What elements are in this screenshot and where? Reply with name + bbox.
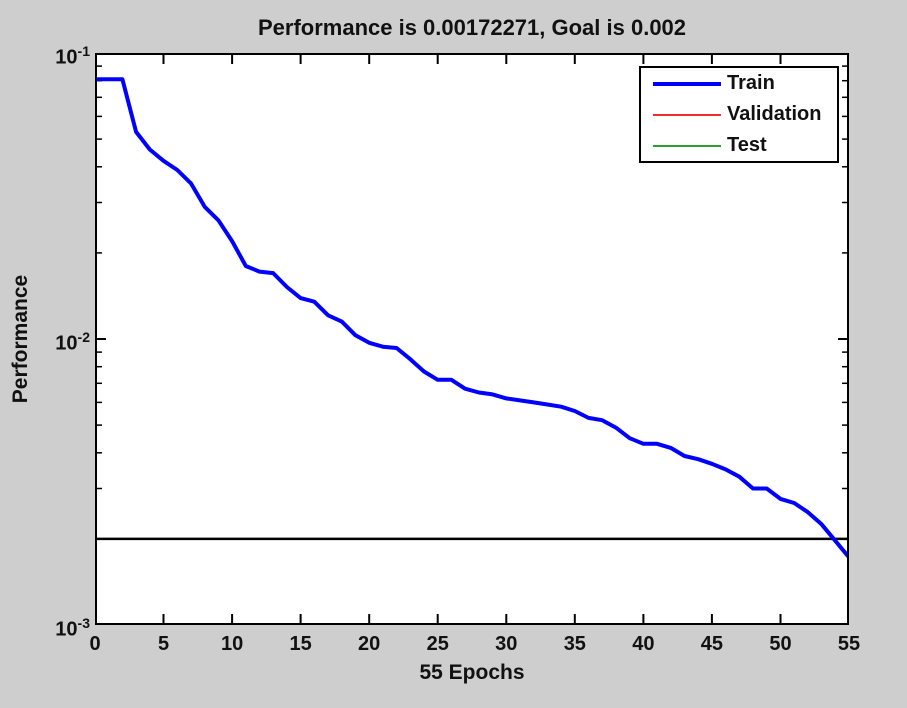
x-tick-label: 40: [632, 633, 655, 655]
plot-title: Performance is 0.00172271, Goal is 0.002: [257, 15, 687, 40]
legend-item-test: Test: [641, 130, 837, 161]
train-curve: [95, 77, 849, 560]
y-tick-label: 10-3: [55, 615, 90, 641]
x-tick-label: 10: [220, 633, 244, 655]
legend-item-label: Train: [727, 72, 775, 94]
x-tick-label: 45: [700, 633, 724, 655]
performance-chart: [95, 53, 849, 625]
legend-item-label: Validation: [727, 103, 822, 125]
x-tick-label: 30: [495, 633, 518, 655]
x-tick-label: 55: [837, 633, 861, 655]
axes-border: [95, 53, 849, 625]
legend: Train Validation Test: [639, 66, 839, 163]
legend-item-label: Test: [727, 134, 767, 156]
x-tick-label: 25: [426, 633, 449, 655]
x-tick-label: 20: [358, 633, 381, 655]
legend-item-train: Train: [641, 68, 837, 99]
legend-item-validation: Validation: [641, 99, 837, 130]
x-axis-label: 55 Epochs: [419, 661, 525, 684]
x-tick-label: 5: [157, 633, 170, 655]
y-tick-label: 10-2: [55, 329, 90, 355]
x-tick-label: 35: [563, 633, 586, 655]
x-tick-label: 50: [769, 633, 792, 655]
x-tick-label: 15: [289, 633, 312, 655]
x-tick-label: 0: [89, 633, 101, 655]
test-line-sample: [653, 144, 721, 147]
train-line-sample: [653, 81, 721, 86]
y-tick-label: 10-1: [55, 43, 90, 69]
validation-line-sample: [653, 113, 721, 116]
